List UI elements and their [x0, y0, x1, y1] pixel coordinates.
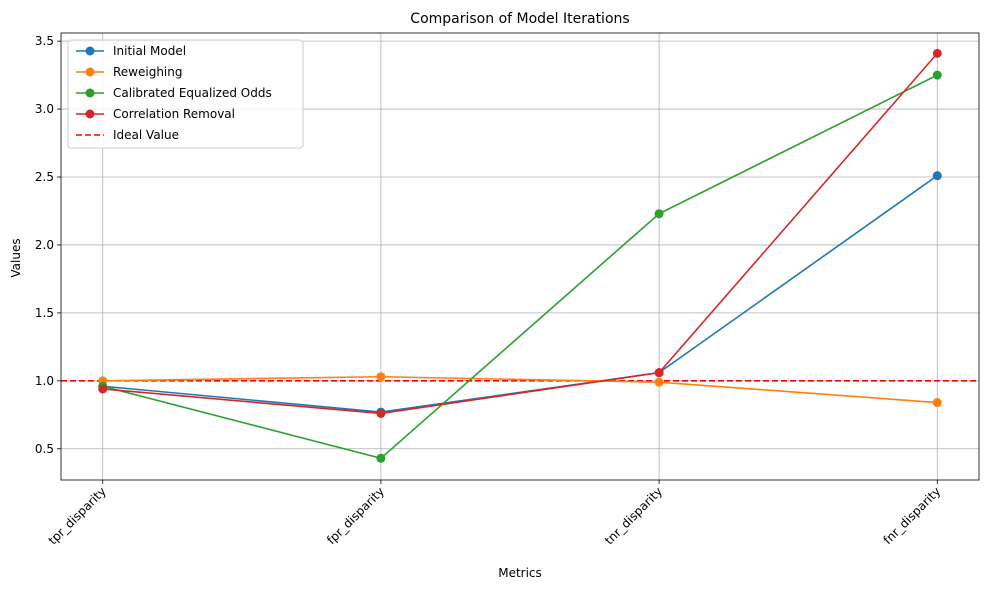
data-point	[376, 408, 386, 418]
data-point	[376, 453, 386, 463]
x-tick-label: tnr_disparity	[602, 484, 665, 547]
y-tick-label: 3.5	[35, 34, 54, 48]
legend-entry-label: Correlation Removal	[113, 107, 235, 121]
legend-marker	[85, 88, 95, 98]
series-correlation-removal	[98, 48, 942, 418]
y-axis-label: Values	[9, 238, 23, 277]
legend-entry-label: Reweighing	[113, 65, 183, 79]
plot-frame	[60, 32, 980, 481]
legend-entry-label: Calibrated Equalized Odds	[113, 86, 272, 100]
chart-title: Comparison of Model Iterations	[410, 11, 629, 27]
series-reweighing	[98, 372, 942, 408]
series-line	[102, 175, 938, 413]
series-line	[102, 52, 938, 415]
x-axis: tpr_disparity fpr_disparity tnr_disparity f…	[46, 480, 943, 548]
series-line	[102, 375, 938, 404]
legend-entry-label: Initial Model	[113, 44, 186, 58]
y-tick-label: 1.0	[35, 374, 54, 388]
data-point	[98, 384, 108, 394]
series-line	[102, 74, 938, 460]
legend-box	[67, 39, 304, 149]
y-tick-label: 2.0	[35, 238, 54, 252]
y-axis: 0.5 1.0 1.5 2.0 2.5 3.0 3.5	[35, 34, 61, 456]
data-point	[932, 398, 942, 408]
x-tick-label: fpr_disparity	[324, 484, 387, 547]
legend: Initial Model Reweighing Calibrated Equali…	[67, 39, 304, 149]
legend-marker	[85, 109, 95, 119]
data-point	[932, 171, 942, 181]
x-tick-label: fnr_disparity	[880, 484, 943, 547]
data-point	[654, 377, 664, 387]
legend-marker	[85, 46, 95, 56]
y-tick-label: 3.0	[35, 102, 54, 116]
data-point	[932, 70, 942, 80]
data-point	[932, 48, 942, 58]
x-tick-label: tpr_disparity	[46, 484, 109, 547]
y-tick-label: 2.5	[35, 170, 54, 184]
data-point	[654, 368, 664, 378]
y-tick-label: 1.5	[35, 306, 54, 320]
x-axis-label: Metrics	[498, 566, 542, 580]
legend-entry-label: Ideal Value	[113, 128, 179, 142]
data-point	[376, 372, 386, 382]
y-tick-label: 0.5	[35, 442, 54, 456]
data-point	[654, 209, 664, 219]
legend-marker	[85, 67, 95, 77]
series-group	[98, 48, 942, 463]
